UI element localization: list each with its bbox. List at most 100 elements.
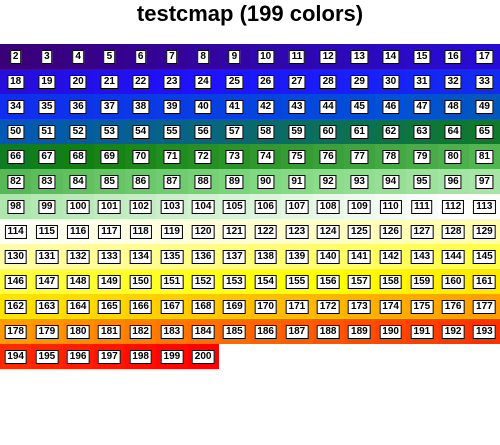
- color-swatch: 31: [406, 69, 438, 94]
- color-index-label: 50: [7, 124, 25, 139]
- color-swatch: 30: [375, 69, 407, 94]
- color-index-label: 34: [7, 99, 25, 114]
- color-index-label: 135: [160, 249, 184, 264]
- color-swatch: 195: [31, 344, 63, 369]
- color-index-label: 9: [228, 49, 241, 64]
- color-index-label: 119: [160, 224, 183, 239]
- color-index-label: 89: [225, 174, 243, 189]
- color-swatch: 197: [93, 344, 125, 369]
- color-swatch: 140: [312, 244, 344, 269]
- color-index-label: 172: [316, 299, 340, 314]
- color-swatch: 39: [156, 94, 188, 119]
- color-index-label: 186: [254, 324, 277, 339]
- color-index-label: 154: [254, 274, 277, 289]
- color-index-label: 45: [350, 99, 368, 114]
- color-index-label: 79: [413, 149, 431, 164]
- color-swatch: 98: [0, 194, 32, 219]
- color-index-label: 184: [191, 324, 215, 339]
- color-index-label: 12: [319, 49, 337, 64]
- color-swatch: 66: [0, 144, 32, 169]
- color-swatch: 149: [93, 269, 125, 294]
- color-swatch: 182: [125, 319, 157, 344]
- color-swatch: 133: [93, 244, 125, 269]
- color-swatch: 185: [218, 319, 250, 344]
- color-index-label: 163: [35, 299, 59, 314]
- color-index-label: 43: [288, 99, 306, 114]
- color-swatch: 45: [343, 94, 375, 119]
- color-index-label: 117: [98, 224, 121, 239]
- color-swatch: 191: [406, 319, 438, 344]
- color-swatch: 174: [375, 294, 407, 319]
- color-index-label: 174: [379, 299, 402, 314]
- color-index-label: 51: [38, 124, 56, 139]
- color-index-label: 188: [316, 324, 340, 339]
- color-swatch: 81: [468, 144, 500, 169]
- color-index-label: 87: [163, 174, 181, 189]
- color-swatch: 49: [468, 94, 500, 119]
- color-swatch: 13: [343, 44, 375, 69]
- color-swatch: 161: [468, 269, 500, 294]
- color-index-label: 22: [132, 74, 150, 89]
- color-index-label: 76: [319, 149, 337, 164]
- color-swatch: 23: [156, 69, 188, 94]
- color-index-label: 57: [225, 124, 243, 139]
- color-swatch: 10: [250, 44, 282, 69]
- color-index-label: 81: [475, 149, 493, 164]
- color-index-label: 95: [413, 174, 431, 189]
- color-index-label: 21: [100, 74, 118, 89]
- color-swatch: 176: [437, 294, 469, 319]
- color-index-label: 41: [225, 99, 243, 114]
- color-index-label: 178: [4, 324, 27, 339]
- color-index-label: 150: [129, 274, 152, 289]
- color-swatch: 36: [62, 94, 94, 119]
- color-swatch: 142: [375, 244, 407, 269]
- color-index-label: 181: [98, 324, 121, 339]
- color-index-label: 120: [191, 224, 215, 239]
- color-index-label: 165: [98, 299, 121, 314]
- color-index-label: 173: [348, 299, 371, 314]
- color-swatch: 42: [250, 94, 282, 119]
- color-index-label: 73: [225, 149, 243, 164]
- color-index-label: 93: [350, 174, 368, 189]
- color-swatch: 64: [437, 119, 469, 144]
- color-swatch: 95: [406, 169, 438, 194]
- color-swatch: 91: [281, 169, 313, 194]
- color-swatch: 141: [343, 244, 375, 269]
- color-index-label: 25: [225, 74, 243, 89]
- color-swatch: 151: [156, 269, 188, 294]
- color-swatch: 143: [406, 244, 438, 269]
- color-swatch: 60: [312, 119, 344, 144]
- color-swatch: 190: [375, 319, 407, 344]
- color-index-label: 139: [285, 249, 309, 264]
- color-index-label: 30: [382, 74, 400, 89]
- chart-title: testcmap (199 colors): [136, 1, 364, 26]
- color-swatch: 54: [125, 119, 157, 144]
- color-swatch: 94: [375, 169, 407, 194]
- color-swatch: 40: [187, 94, 219, 119]
- color-swatch: 189: [343, 319, 375, 344]
- color-swatch: 119: [156, 219, 188, 244]
- color-index-label: 5: [103, 49, 116, 64]
- color-index-label: 144: [441, 249, 465, 264]
- color-index-label: 19: [38, 74, 56, 89]
- color-index-label: 70: [132, 149, 150, 164]
- color-index-label: 96: [444, 174, 462, 189]
- color-swatch: 184: [187, 319, 219, 344]
- color-index-label: 40: [194, 99, 212, 114]
- color-index-label: 67: [38, 149, 56, 164]
- color-index-label: 153: [223, 274, 246, 289]
- color-index-label: 35: [38, 99, 56, 114]
- color-index-label: 38: [132, 99, 150, 114]
- color-index-label: 94: [382, 174, 400, 189]
- color-index-label: 69: [100, 149, 118, 164]
- color-index-label: 18: [7, 74, 25, 89]
- color-index-label: 68: [69, 149, 87, 164]
- color-index-label: 24: [194, 74, 212, 89]
- color-swatch: 134: [125, 244, 157, 269]
- color-swatch: 196: [62, 344, 94, 369]
- color-index-label: 53: [100, 124, 118, 139]
- color-index-label: 116: [67, 224, 90, 239]
- color-swatch: 115: [31, 219, 63, 244]
- colormap-grid: 2 3 4 5 6 7 8 9 10 11 12 13 14 15 16 17 18 19 20 21 22 23 24 25…: [0, 44, 500, 444]
- color-swatch: 125: [343, 219, 375, 244]
